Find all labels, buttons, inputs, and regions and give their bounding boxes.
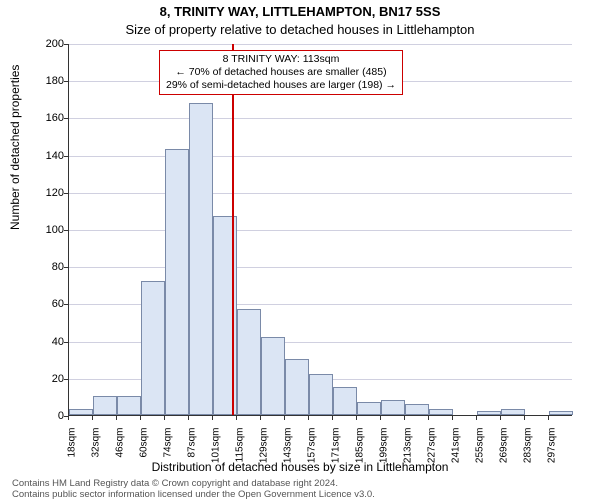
histogram-bar	[237, 309, 261, 415]
x-tick-mark	[524, 416, 525, 420]
x-tick-mark	[548, 416, 549, 420]
annotation-line-3: 29% of semi-detached houses are larger (…	[166, 79, 396, 92]
y-tick-label: 140	[34, 150, 64, 162]
y-tick-label: 60	[34, 298, 64, 310]
x-tick-label: 171sqm	[331, 428, 342, 472]
x-tick-label: 74sqm	[163, 428, 174, 472]
x-tick-mark	[404, 416, 405, 420]
x-tick-mark	[116, 416, 117, 420]
histogram-bar	[117, 396, 141, 415]
y-tick-mark	[64, 44, 68, 45]
x-tick-mark	[356, 416, 357, 420]
histogram-bar	[501, 409, 525, 415]
footnote-1: Contains HM Land Registry data © Crown c…	[12, 478, 600, 489]
gridline-h	[69, 118, 572, 119]
gridline-h	[69, 193, 572, 194]
y-tick-label: 20	[34, 373, 64, 385]
x-tick-label: 87sqm	[187, 428, 198, 472]
x-tick-label: 297sqm	[547, 428, 558, 472]
reference-line	[232, 44, 234, 415]
histogram-bar	[429, 409, 453, 415]
x-tick-mark	[284, 416, 285, 420]
histogram-bar	[165, 149, 189, 415]
x-tick-mark	[476, 416, 477, 420]
y-tick-label: 180	[34, 75, 64, 87]
annotation-box: 8 TRINITY WAY: 113sqm← 70% of detached h…	[159, 50, 403, 95]
y-tick-mark	[64, 267, 68, 268]
x-tick-mark	[140, 416, 141, 420]
histogram-bar	[381, 400, 405, 415]
title-main: 8, TRINITY WAY, LITTLEHAMPTON, BN17 5SS	[0, 4, 600, 19]
histogram-bar	[405, 404, 429, 415]
footnote-2: Contains public sector information licen…	[12, 489, 600, 500]
y-tick-mark	[64, 342, 68, 343]
histogram-bar	[261, 337, 285, 415]
histogram-bar	[477, 411, 501, 415]
x-tick-label: 129sqm	[259, 428, 270, 472]
x-tick-mark	[452, 416, 453, 420]
x-tick-mark	[236, 416, 237, 420]
title-sub: Size of property relative to detached ho…	[0, 22, 600, 37]
x-tick-label: 101sqm	[211, 428, 222, 472]
histogram-bar	[69, 409, 93, 415]
y-tick-mark	[64, 304, 68, 305]
chart-root: 8, TRINITY WAY, LITTLEHAMPTON, BN17 5SS …	[0, 0, 600, 500]
histogram-bar	[357, 402, 381, 415]
x-tick-label: 32sqm	[91, 428, 102, 472]
histogram-bar	[333, 387, 357, 415]
x-tick-label: 60sqm	[139, 428, 150, 472]
x-tick-label: 143sqm	[283, 428, 294, 472]
x-tick-label: 157sqm	[307, 428, 318, 472]
gridline-h	[69, 230, 572, 231]
y-tick-label: 160	[34, 112, 64, 124]
y-tick-mark	[64, 156, 68, 157]
histogram-bar	[309, 374, 333, 415]
annotation-line-2: ← 70% of detached houses are smaller (48…	[166, 66, 396, 79]
gridline-h	[69, 267, 572, 268]
histogram-bar	[141, 281, 165, 415]
gridline-h	[69, 44, 572, 45]
x-tick-label: 227sqm	[427, 428, 438, 472]
x-tick-mark	[188, 416, 189, 420]
annotation-line-1: 8 TRINITY WAY: 113sqm	[166, 53, 396, 66]
y-tick-mark	[64, 379, 68, 380]
x-tick-mark	[68, 416, 69, 420]
y-tick-label: 40	[34, 336, 64, 348]
y-tick-label: 0	[34, 410, 64, 422]
histogram-bar	[285, 359, 309, 415]
histogram-bar	[93, 396, 117, 415]
x-tick-mark	[500, 416, 501, 420]
x-tick-label: 213sqm	[403, 428, 414, 472]
histogram-bar	[549, 411, 573, 415]
x-tick-label: 18sqm	[67, 428, 78, 472]
y-axis-label: Number of detached properties	[8, 65, 22, 230]
y-tick-mark	[64, 230, 68, 231]
x-tick-label: 185sqm	[355, 428, 366, 472]
y-tick-label: 100	[34, 224, 64, 236]
plot-area: 8 TRINITY WAY: 113sqm← 70% of detached h…	[68, 44, 572, 416]
x-tick-mark	[212, 416, 213, 420]
x-tick-mark	[164, 416, 165, 420]
x-tick-label: 115sqm	[235, 428, 246, 472]
y-tick-label: 80	[34, 261, 64, 273]
x-tick-mark	[260, 416, 261, 420]
x-tick-mark	[428, 416, 429, 420]
x-tick-label: 46sqm	[115, 428, 126, 472]
x-tick-mark	[308, 416, 309, 420]
x-tick-label: 255sqm	[475, 428, 486, 472]
x-tick-mark	[92, 416, 93, 420]
gridline-h	[69, 156, 572, 157]
x-tick-label: 283sqm	[523, 428, 534, 472]
x-tick-mark	[332, 416, 333, 420]
y-tick-mark	[64, 193, 68, 194]
histogram-bar	[189, 103, 213, 415]
y-tick-mark	[64, 81, 68, 82]
x-tick-mark	[380, 416, 381, 420]
x-tick-label: 199sqm	[379, 428, 390, 472]
y-tick-label: 200	[34, 38, 64, 50]
y-tick-mark	[64, 118, 68, 119]
y-tick-label: 120	[34, 187, 64, 199]
x-tick-label: 269sqm	[499, 428, 510, 472]
x-tick-label: 241sqm	[451, 428, 462, 472]
